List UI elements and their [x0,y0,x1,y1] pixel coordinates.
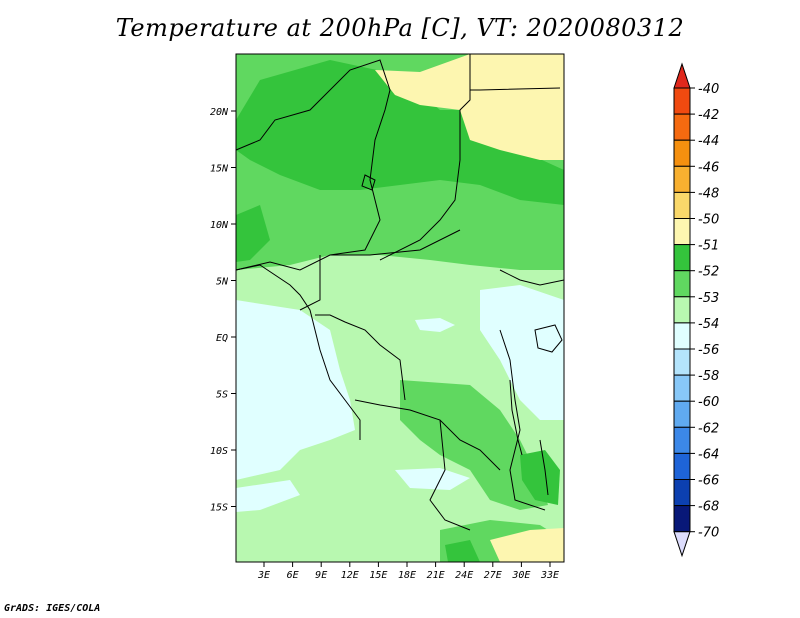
chart-title: Temperature at 200hPa [C], VT: 202008031… [115,14,685,42]
colorbar-label: -51 [698,239,719,254]
lon-tick-label: 3E [257,570,270,581]
colorbar-segment [673,400,691,428]
country-borders [235,54,565,531]
colorbar-segment [673,452,691,480]
lon-tick-label: 12E [341,570,359,581]
colorbar-segment [673,113,691,141]
lat-tick-label: EQ [216,333,228,344]
colorbar-label: -42 [698,108,719,123]
credit-text: GrADS: IGES/COLA [4,603,101,614]
lat-tick-label: 15N [210,164,229,175]
colorbar-segment [673,296,691,324]
colorbar-label: -53 [698,291,719,306]
lon-tick-label: 9E [315,570,327,581]
colorbar-label: -60 [698,395,719,410]
colorbar-segment [673,426,691,454]
cyan-zone-south [395,468,470,490]
lake-tanganyika [509,379,523,456]
map-panel [235,54,565,562]
colorbar-label: -48 [698,186,719,201]
colorbar-label: -52 [698,265,719,280]
colorbar-top-arrow [673,62,691,89]
colorbar-bottom-arrow [673,531,691,558]
colorbar-label: -66 [698,474,719,489]
lon-tick-label: 18E [398,570,416,581]
colorbar-label: -64 [698,447,719,462]
colorbar-label: -62 [698,421,719,436]
colorbar-segment [673,374,691,402]
colorbar-label: -68 [698,500,719,515]
lon-tick-label: 6E [287,570,299,581]
colorbar-segment [673,505,691,533]
colorbar-segment [673,218,691,246]
dark-green-zone-north [236,60,564,205]
colorbar-segment [673,87,691,115]
colorbar-segment [673,139,691,167]
lat-tick-label: 10N [210,220,229,231]
colorbar-label: -54 [698,317,719,332]
dark-green-zone-se [520,450,560,505]
lon-tick-label: 24E [455,570,473,581]
lat-tick-label: 5S [216,390,228,401]
colorbar-label: -46 [698,160,719,175]
lon-tick-label: 21E [427,570,445,581]
cyan-zone-central [415,318,455,332]
colorbar-label: -40 [698,82,719,97]
yellow-zone-se [490,528,564,562]
colorbar-segment [673,348,691,376]
lake-chad [361,174,376,191]
colorbar-segment [673,165,691,193]
colorbar-segment [673,322,691,350]
colorbar-label: -56 [698,343,719,358]
colorbar-label: -58 [698,369,719,384]
map-frame [235,53,565,563]
lat-tick-label: 15S [210,503,228,514]
colorbar-label: -70 [698,526,719,541]
lat-tick-label: 20N [210,107,229,118]
dark-green-zone-nw [236,205,270,262]
lon-tick-label: 30E [511,570,530,581]
coastline [235,264,361,440]
lon-tick-label: 33E [540,570,559,581]
colorbar-segment [673,191,691,219]
lake-victoria [534,324,563,353]
colorbar-label: -44 [698,134,719,149]
dark-green-zone-s [445,540,480,562]
colorbar-segment [673,270,691,298]
lake-malawi [539,439,549,496]
colorbar-label: -50 [698,213,719,228]
colorbar-segment [673,479,691,507]
latitude-axis: 20N 15N 10N 5N EQ 5S 10S 15S [210,107,236,514]
lat-tick-label: 10S [210,446,228,457]
colorbar-segment [673,244,691,272]
lon-tick-label: 15E [369,570,387,581]
yellow-zone-northeast [375,54,564,160]
cyan-zone-sw [236,480,300,512]
cyan-zone-west [236,300,355,480]
lon-tick-label: 27E [484,570,502,581]
colorbar: -40 -42 -44 -46 -48 -50 -51 -52 -53 -54 -56 -58 -60 -… [673,62,719,558]
lat-tick-label: 5N [216,277,229,288]
longitude-axis: 3E 6E 9E 12E 15E 18E 21E 24E 27E 30E 33E [257,562,559,581]
cyan-zone-east [480,285,564,420]
